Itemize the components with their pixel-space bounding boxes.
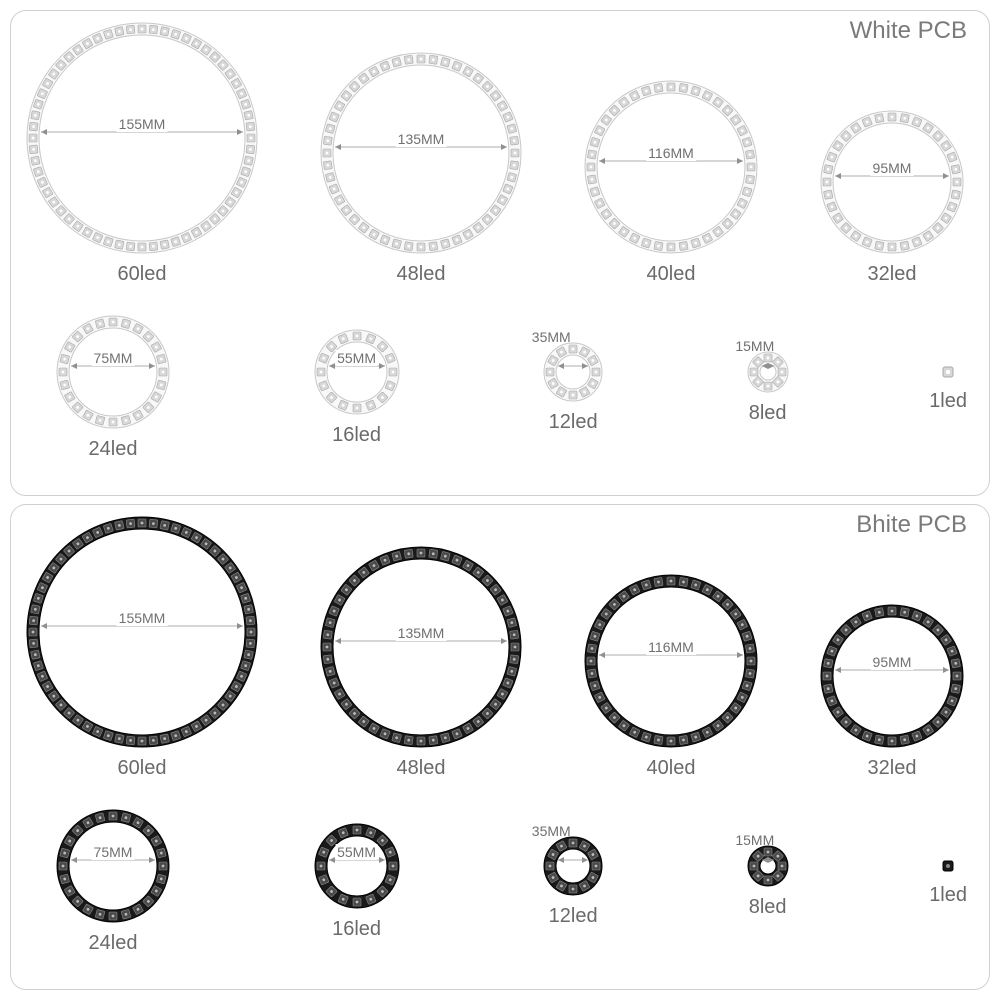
black-row-1: 155MM 60led 135MM 48led 116MM 40led 95MM 32led bbox=[23, 513, 977, 780]
ring-wrap: 116MM bbox=[581, 77, 761, 257]
ring-caption: 48led bbox=[397, 757, 446, 780]
dimension-label: 116MM bbox=[646, 639, 696, 655]
ring-caption: 60led bbox=[118, 263, 167, 286]
white-row-2: 75MM 24led 55MM 16led 35MM 12led 15MM 8led 1led bbox=[23, 290, 977, 483]
ring-cell-1led: 1led bbox=[929, 360, 967, 413]
ring-caption: 32led bbox=[868, 757, 917, 780]
ring-cell-48led: 135MM 48led bbox=[317, 543, 525, 780]
ring-caption: 12led bbox=[549, 905, 598, 928]
ring-caption: 40led bbox=[647, 263, 696, 286]
ring-cell-60led: 155MM 60led bbox=[23, 513, 261, 780]
led-ring-icon bbox=[23, 19, 261, 257]
ring-caption: 8led bbox=[749, 402, 787, 425]
ring-cell-32led: 95MM 32led bbox=[817, 107, 967, 286]
ring-cell-12led: 35MM 12led bbox=[540, 339, 606, 434]
dimension-label: 135MM bbox=[396, 131, 447, 147]
ring-wrap: 155MM bbox=[23, 19, 261, 257]
led-ring-icon bbox=[311, 820, 403, 912]
ring-cell-32led: 95MM 32led bbox=[817, 601, 967, 780]
dimension-label: 95MM bbox=[871, 654, 914, 670]
ring-caption: 48led bbox=[397, 263, 446, 286]
led-ring-icon bbox=[936, 854, 960, 878]
ring-cell-60led: 155MM 60led bbox=[23, 19, 261, 286]
ring-caption: 24led bbox=[89, 932, 138, 955]
led-ring-icon bbox=[317, 543, 525, 751]
ring-wrap: 75MM bbox=[53, 312, 173, 432]
led-ring-icon bbox=[744, 348, 792, 396]
ring-caption: 8led bbox=[749, 896, 787, 919]
dimension-label: 35MM bbox=[530, 329, 573, 345]
white-row-1: 155MM 60led 135MM 48led 116MM 40led 95MM 32led bbox=[23, 19, 977, 286]
led-ring-icon bbox=[311, 326, 403, 418]
led-ring-icon bbox=[540, 833, 606, 899]
ring-caption: 16led bbox=[332, 918, 381, 941]
ring-cell-40led: 116MM 40led bbox=[581, 571, 761, 780]
dimension-label: 135MM bbox=[396, 625, 447, 641]
ring-wrap: 55MM bbox=[311, 820, 403, 912]
ring-caption: 1led bbox=[929, 390, 967, 413]
ring-wrap: 116MM bbox=[581, 571, 761, 751]
dimension-label: 35MM bbox=[530, 823, 573, 839]
dimension-label: 116MM bbox=[646, 145, 696, 161]
ring-wrap: 135MM bbox=[317, 49, 525, 257]
ring-wrap: 15MM bbox=[744, 348, 792, 396]
led-ring-icon bbox=[817, 107, 967, 257]
white-rows: 155MM60led135MM48led116MM40led95MM32led … bbox=[23, 19, 977, 483]
led-ring-icon bbox=[581, 77, 761, 257]
ring-wrap: 55MM bbox=[311, 326, 403, 418]
ring-cell-1led: 1led bbox=[929, 854, 967, 907]
led-ring-icon bbox=[936, 360, 960, 384]
ring-wrap: 75MM bbox=[53, 806, 173, 926]
panel-title: White PCB bbox=[850, 17, 967, 45]
ring-cell-12led: 35MM 12led bbox=[540, 833, 606, 928]
led-ring-icon bbox=[53, 806, 173, 926]
led-ring-icon bbox=[817, 601, 967, 751]
dimension-label: 55MM bbox=[335, 350, 378, 366]
white-pcb-panel: White PCB 155MM 60led 135MM 48led 116MM 40led… bbox=[10, 10, 990, 496]
ring-caption: 32led bbox=[868, 263, 917, 286]
led-ring-icon bbox=[53, 312, 173, 432]
ring-caption: 40led bbox=[647, 757, 696, 780]
dimension-label: 75MM bbox=[92, 350, 135, 366]
led-ring-icon bbox=[581, 571, 761, 751]
ring-wrap bbox=[936, 360, 960, 384]
led-ring-icon bbox=[317, 49, 525, 257]
ring-cell-8led: 15MM 8led bbox=[744, 348, 792, 425]
ring-wrap: 155MM bbox=[23, 513, 261, 751]
ring-caption: 60led bbox=[118, 757, 167, 780]
ring-cell-40led: 116MM 40led bbox=[581, 77, 761, 286]
ring-wrap: 95MM bbox=[817, 107, 967, 257]
dimension-label: 15MM bbox=[733, 832, 776, 848]
black-row-2: 75MM 24led 55MM 16led 35MM 12led 15MM 8led 1led bbox=[23, 784, 977, 977]
dimension-label: 155MM bbox=[117, 610, 168, 626]
ring-wrap: 35MM bbox=[540, 339, 606, 405]
ring-caption: 24led bbox=[89, 438, 138, 461]
ring-wrap: 35MM bbox=[540, 833, 606, 899]
ring-cell-16led: 55MM 16led bbox=[311, 326, 403, 447]
led-ring-icon bbox=[744, 842, 792, 890]
black-rows: 155MM60led135MM48led116MM40led95MM32led … bbox=[23, 513, 977, 977]
ring-cell-8led: 15MM 8led bbox=[744, 842, 792, 919]
ring-caption: 12led bbox=[549, 411, 598, 434]
ring-cell-16led: 55MM 16led bbox=[311, 820, 403, 941]
ring-wrap: 95MM bbox=[817, 601, 967, 751]
dimension-label: 75MM bbox=[92, 844, 135, 860]
black-pcb-panel: Bhite PCB 155MM 60led 135MM 48led 116MM 40led… bbox=[10, 504, 990, 990]
ring-wrap: 15MM bbox=[744, 842, 792, 890]
ring-caption: 1led bbox=[929, 884, 967, 907]
dimension-label: 95MM bbox=[871, 160, 914, 176]
ring-wrap: 135MM bbox=[317, 543, 525, 751]
ring-cell-24led: 75MM 24led bbox=[53, 806, 173, 955]
ring-cell-24led: 75MM 24led bbox=[53, 312, 173, 461]
panel-title: Bhite PCB bbox=[856, 511, 967, 539]
dimension-label: 55MM bbox=[335, 844, 378, 860]
dimension-label: 155MM bbox=[117, 116, 168, 132]
led-ring-icon bbox=[23, 513, 261, 751]
ring-caption: 16led bbox=[332, 424, 381, 447]
led-ring-icon bbox=[540, 339, 606, 405]
dimension-label: 15MM bbox=[733, 338, 776, 354]
ring-wrap bbox=[936, 854, 960, 878]
ring-cell-48led: 135MM 48led bbox=[317, 49, 525, 286]
